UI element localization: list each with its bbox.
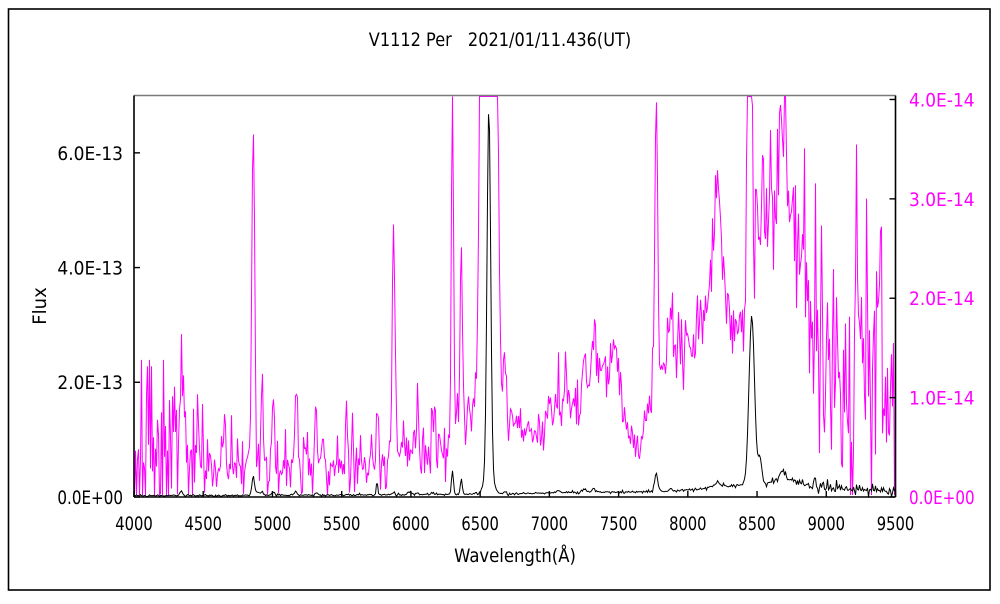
y-axis-title: Flux: [29, 287, 51, 325]
x-tick-label: 4000: [115, 513, 153, 535]
right-tick-label: 2.0E-14: [909, 288, 975, 310]
x-tick-label: 9000: [808, 513, 846, 535]
left-tick-label: 4.0E-13: [57, 258, 123, 280]
flux-spectrum-right-axis-line: [134, 96, 895, 497]
x-tick-label: 8500: [738, 513, 776, 535]
left-tick-label: 6.0E-13: [57, 143, 123, 165]
right-tick-label: 4.0E-14: [909, 89, 975, 111]
right-tick-label: 1.0E-14: [909, 388, 975, 410]
x-tick-label: 6500: [461, 513, 499, 535]
left-tick-label: 0.0E+00: [57, 487, 123, 509]
x-tick-label: 4500: [184, 513, 222, 535]
plot-box: [133, 94, 897, 498]
axis-ticks: [133, 98, 897, 498]
x-tick-label: 5500: [323, 513, 361, 535]
right-tick-label: 3.0E-14: [909, 189, 975, 211]
x-axis-title: Wavelength(Å): [454, 544, 576, 567]
right-axis-tick-labels: 0.0E+00 1.0E-14 2.0E-14 3.0E-14 4.0E-14: [909, 89, 975, 509]
x-tick-label: 7000: [531, 513, 569, 535]
outer-border: [7, 8, 991, 591]
flux-spectrum-left-axis-line: [134, 114, 895, 498]
right-tick-label: 0.0E+00: [909, 487, 975, 509]
chart-title: V1112 Per 2021/01/11.436(UT): [369, 29, 631, 51]
left-axis-tick-labels: 0.0E+00 2.0E-13 4.0E-13 6.0E-13: [57, 143, 123, 509]
x-tick-label: 8000: [669, 513, 707, 535]
x-tick-label: 6000: [392, 513, 430, 535]
x-tick-label: 9500: [877, 513, 915, 535]
x-tick-label: 5000: [254, 513, 292, 535]
left-tick-label: 2.0E-13: [57, 372, 123, 394]
x-tick-label: 7500: [600, 513, 638, 535]
x-axis-tick-labels: 4000 4500 5000 5500 6000 6500 7000 7500 8000 8500…: [115, 513, 914, 535]
plot-series: [134, 96, 895, 498]
